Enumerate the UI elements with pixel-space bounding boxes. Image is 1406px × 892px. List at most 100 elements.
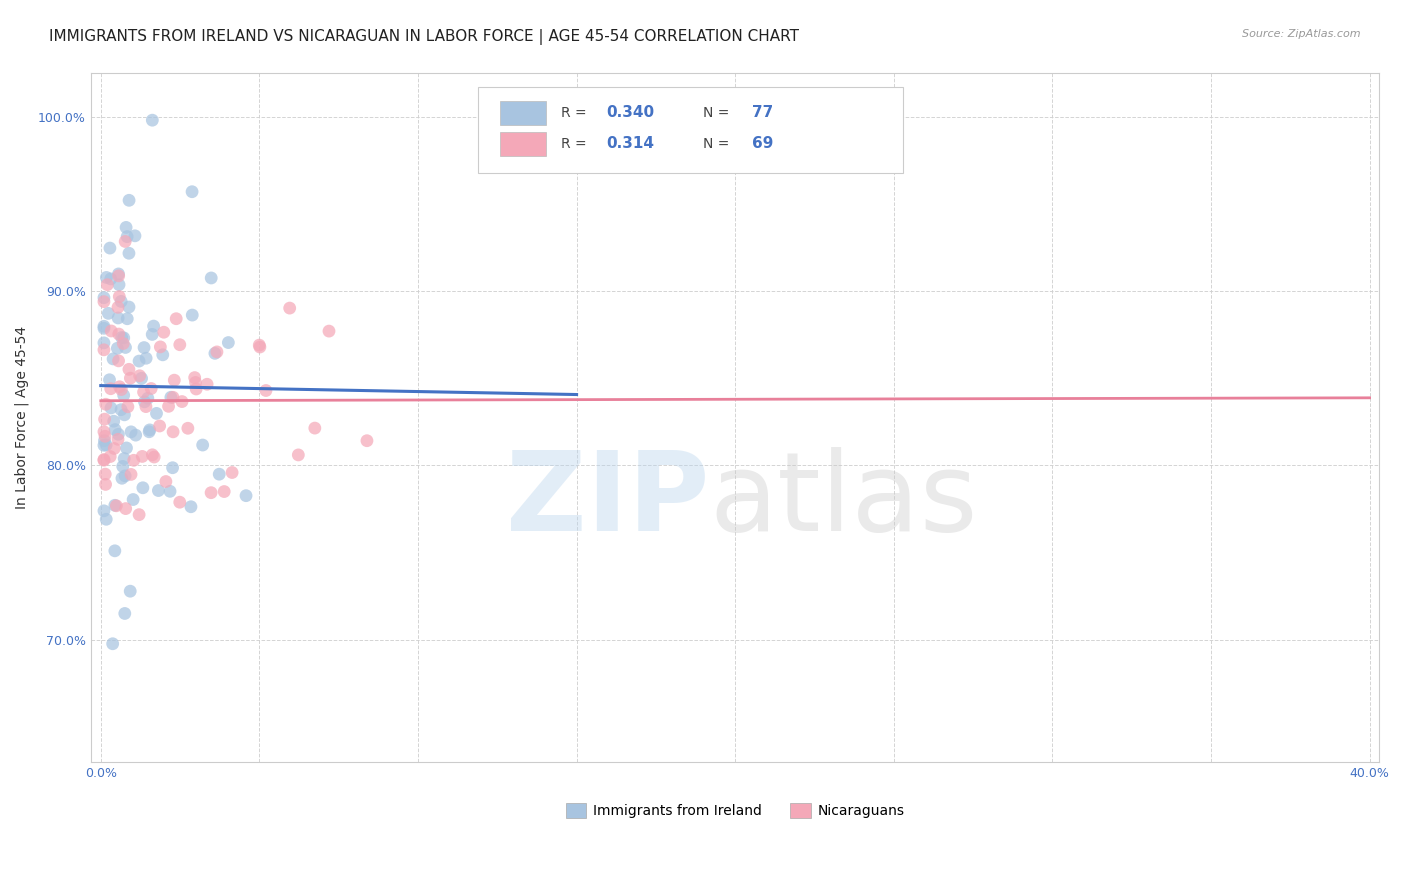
- Point: [149, 419, 172, 434]
- Text: ZIP: ZIP: [506, 447, 710, 554]
- Point: [134, 394, 156, 409]
- Point: [101, 351, 124, 366]
- Point: [138, 425, 160, 439]
- Point: [111, 471, 134, 485]
- Point: [98, 450, 121, 464]
- Point: [125, 428, 148, 442]
- Point: [107, 310, 129, 325]
- Point: [183, 370, 205, 384]
- Text: 0.340: 0.340: [606, 105, 655, 120]
- Point: [110, 402, 132, 417]
- Point: [141, 448, 163, 462]
- Point: [114, 408, 136, 422]
- Point: [93, 425, 115, 439]
- Text: Source: ZipAtlas.com: Source: ZipAtlas.com: [1243, 29, 1361, 38]
- Text: R =: R =: [561, 137, 592, 151]
- Point: [143, 450, 166, 464]
- Point: [93, 412, 115, 426]
- Point: [114, 501, 136, 516]
- Point: [93, 294, 115, 309]
- Point: [104, 544, 127, 558]
- Point: [120, 371, 142, 385]
- Point: [107, 433, 129, 447]
- Point: [107, 326, 129, 341]
- Point: [93, 434, 115, 448]
- Point: [112, 331, 135, 345]
- Point: [112, 336, 135, 351]
- Point: [100, 324, 122, 338]
- Point: [115, 220, 138, 235]
- Text: atlas: atlas: [710, 447, 979, 554]
- Point: [247, 338, 270, 352]
- Point: [141, 113, 163, 128]
- Point: [120, 467, 142, 482]
- Point: [114, 468, 136, 483]
- Point: [131, 450, 153, 464]
- Point: [153, 325, 176, 339]
- Point: [162, 425, 184, 439]
- Point: [108, 380, 131, 394]
- Text: R =: R =: [561, 106, 592, 120]
- Point: [132, 341, 155, 355]
- Point: [177, 421, 200, 435]
- Point: [120, 584, 142, 599]
- Point: [145, 406, 167, 420]
- Point: [114, 341, 136, 355]
- Point: [100, 382, 122, 396]
- Point: [111, 330, 134, 344]
- Point: [117, 400, 139, 414]
- Point: [105, 499, 128, 513]
- Point: [93, 452, 115, 467]
- FancyBboxPatch shape: [499, 101, 546, 125]
- Point: [169, 337, 191, 351]
- Point: [200, 485, 222, 500]
- Point: [160, 390, 183, 404]
- Point: [104, 423, 127, 437]
- Point: [212, 484, 235, 499]
- Point: [114, 235, 136, 249]
- Point: [108, 277, 131, 292]
- Point: [142, 319, 165, 334]
- Point: [128, 508, 150, 522]
- Point: [318, 324, 340, 338]
- Point: [93, 321, 115, 335]
- FancyBboxPatch shape: [478, 87, 903, 173]
- Point: [96, 512, 118, 526]
- Legend: Immigrants from Ireland, Nicaraguans: Immigrants from Ireland, Nicaraguans: [560, 797, 910, 823]
- Point: [128, 368, 150, 383]
- Point: [195, 377, 218, 392]
- Point: [235, 489, 257, 503]
- Point: [221, 466, 243, 480]
- Point: [94, 429, 117, 443]
- Point: [136, 391, 159, 405]
- Point: [356, 434, 378, 448]
- Point: [141, 327, 163, 342]
- Point: [93, 335, 115, 350]
- Point: [131, 371, 153, 385]
- Point: [93, 438, 115, 452]
- Point: [107, 268, 129, 283]
- Point: [120, 425, 142, 439]
- Point: [100, 401, 122, 415]
- Text: 77: 77: [752, 105, 773, 120]
- Point: [191, 438, 214, 452]
- Text: N =: N =: [703, 137, 734, 151]
- Point: [249, 340, 271, 354]
- Point: [122, 492, 145, 507]
- Point: [132, 481, 155, 495]
- Point: [138, 423, 160, 437]
- Point: [162, 390, 184, 404]
- Text: N =: N =: [703, 106, 734, 120]
- Point: [103, 414, 125, 428]
- Point: [101, 637, 124, 651]
- Point: [159, 484, 181, 499]
- Point: [107, 301, 129, 315]
- Point: [110, 294, 132, 309]
- Point: [117, 311, 139, 326]
- Point: [122, 453, 145, 467]
- Point: [93, 343, 115, 357]
- Point: [100, 272, 122, 286]
- Point: [107, 354, 129, 368]
- Point: [141, 382, 163, 396]
- Point: [110, 383, 132, 397]
